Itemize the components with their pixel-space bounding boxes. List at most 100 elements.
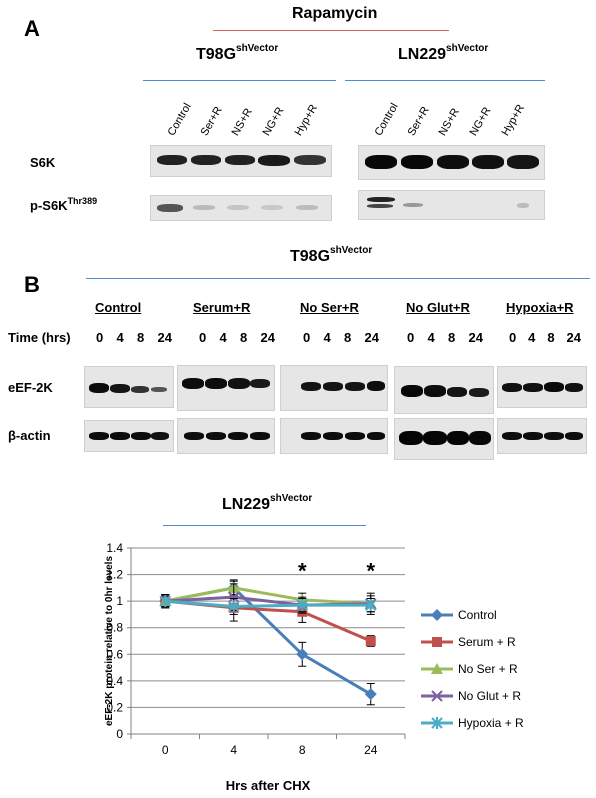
ln229-line-a <box>345 80 545 81</box>
group-title: No Ser+R <box>300 300 359 315</box>
x-axis-label: Hrs after CHX <box>226 778 311 793</box>
data-point <box>228 600 240 613</box>
panel-b-letter: B <box>24 272 40 297</box>
y-axis-label: eEF-2K protein relative to 0hr levels <box>104 556 115 726</box>
data-point <box>431 717 443 729</box>
timepoints-control: 0 4 8 24 <box>96 330 172 345</box>
actin-blot-control <box>84 420 174 452</box>
timepoint: 24 <box>566 330 581 345</box>
timepoint: 4 <box>427 330 435 345</box>
t98g-header-a: T98GshVector <box>196 43 279 64</box>
t98g-b-main: T98G <box>290 248 331 265</box>
y-tick-labels: 0 0.2 0.4 0.6 0.8 1 1.2 1.4 <box>106 541 123 741</box>
s6k-blot-ln229 <box>358 145 545 180</box>
x-tick-label: 4 <box>230 743 237 757</box>
timepoints-hypoxia: 0 4 8 24 <box>509 330 581 345</box>
series-hypoxia-r <box>159 595 377 615</box>
x-tick-labels: 0 4 8 24 <box>162 743 378 757</box>
lane-label: Ser+R <box>198 104 225 138</box>
series-group <box>159 579 377 706</box>
eef2k-label: eEF-2K <box>8 380 53 395</box>
legend: Control Serum + R No Ser + R No Glut + R Hyp… <box>421 608 524 730</box>
data-point <box>364 688 377 701</box>
p-s6k-sup: Thr389 <box>67 196 98 206</box>
s6k-label: S6K <box>30 155 56 170</box>
significance-asterisk: * <box>298 559 307 584</box>
lane-label: Ser+R <box>405 104 432 138</box>
data-point <box>431 690 443 702</box>
time-label: Time (hrs) <box>8 330 71 345</box>
data-point <box>365 636 376 646</box>
lane-label: Control <box>372 101 401 138</box>
timepoint: 0 <box>407 330 415 345</box>
y-tick-label: 0.2 <box>106 700 123 714</box>
x-tick-label: 0 <box>162 743 169 757</box>
lane-label: Control <box>165 101 194 138</box>
p-s6k-blot-t98g <box>150 195 332 221</box>
y-tick-label: 1 <box>116 594 123 608</box>
series-line <box>165 599 371 608</box>
timepoint: 8 <box>344 330 352 345</box>
y-tick-label: 0.6 <box>106 647 123 661</box>
timepoint: 0 <box>303 330 311 345</box>
timepoint: 0 <box>199 330 207 345</box>
t98g-line-b <box>86 278 590 279</box>
timepoint: 0 <box>96 330 104 345</box>
timepoint: 4 <box>116 330 124 345</box>
t98g-b-sup: shVector <box>330 245 373 256</box>
timepoint: 8 <box>137 330 145 345</box>
timepoints-no-glut: 0 4 8 24 <box>407 330 483 345</box>
eef2k-blot-serum <box>177 365 275 411</box>
t98g-sup: shVector <box>236 43 279 54</box>
actin-blot-serum <box>177 418 275 454</box>
y-tick-label: 0 <box>116 727 123 741</box>
data-point <box>159 595 171 608</box>
ln229-main: LN229 <box>398 46 447 63</box>
timepoints-serum: 0 4 8 24 <box>199 330 275 345</box>
x-tick-label: 24 <box>364 743 378 757</box>
t98g-line-a <box>143 80 336 81</box>
timepoint: 24 <box>260 330 275 345</box>
data-point <box>228 591 240 603</box>
group-title: Hypoxia+R <box>506 300 574 315</box>
lane-label: Hyp+R <box>292 102 320 138</box>
line-chart: 00.20.40.60.811.21.4 0 4 8 24 * * ControlSer… <box>104 541 524 793</box>
legend-label: Control <box>458 608 497 622</box>
lane-label: NG+R <box>260 105 287 138</box>
actin-blot-no-glut <box>394 418 494 460</box>
lane-label: NS+R <box>229 106 255 138</box>
ln229-header-a: LN229shVector <box>398 43 489 64</box>
group-title: Control <box>95 300 142 315</box>
y-tick-label: 0.4 <box>106 674 123 688</box>
timepoint: 8 <box>448 330 456 345</box>
data-point <box>365 599 377 612</box>
eef2k-blot-no-ser <box>280 365 388 411</box>
y-tick-label: 1.4 <box>106 541 123 555</box>
rapamycin-line <box>213 30 449 31</box>
group-title: Serum+R <box>193 300 251 315</box>
legend-label: No Ser + R <box>458 662 518 676</box>
p-s6k-main: p-S6K <box>30 198 68 213</box>
gridlines <box>131 547 405 708</box>
lane-label: NS+R <box>436 106 462 138</box>
lane-label: Hyp+R <box>499 102 527 138</box>
legend-label: Hypoxia + R <box>458 716 524 730</box>
axes <box>127 547 406 739</box>
p-s6k-label: p-S6KThr389 <box>30 196 98 213</box>
rapamycin-label: Rapamycin <box>292 5 378 22</box>
series-line <box>164 586 371 606</box>
chart-title-main: LN229 <box>222 496 271 513</box>
y-tick-label: 1.2 <box>106 568 123 582</box>
t98g-main: T98G <box>196 46 237 63</box>
data-point-stroke <box>228 591 240 603</box>
timepoint: 8 <box>547 330 555 345</box>
timepoint: 8 <box>240 330 248 345</box>
data-point-stroke <box>431 690 443 702</box>
data-point <box>431 663 443 674</box>
legend-label: No Glut + R <box>458 689 521 703</box>
timepoint: 4 <box>528 330 536 345</box>
x-tick-label: 8 <box>299 743 306 757</box>
ln229-sup: shVector <box>446 43 489 54</box>
timepoints-no-ser: 0 4 8 24 <box>303 330 379 345</box>
actin-blot-hypoxia <box>497 418 587 454</box>
